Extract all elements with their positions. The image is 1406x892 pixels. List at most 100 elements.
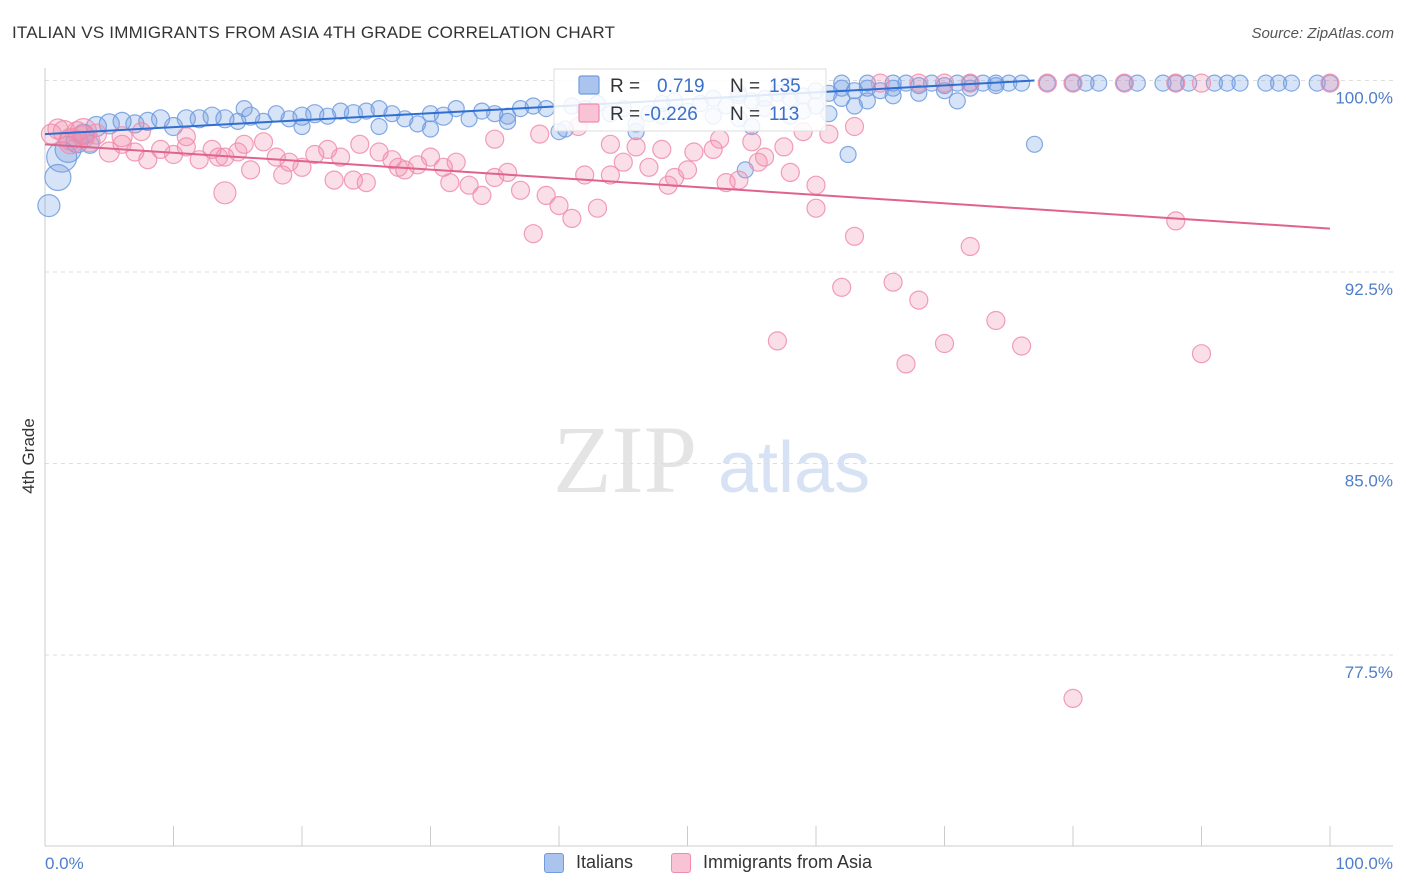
- x-axis-ticks: [44, 826, 1331, 846]
- x-tick-label-min: 0.0%: [45, 854, 84, 873]
- point-asia-88: [485, 129, 505, 149]
- point-asia-60: [806, 198, 826, 218]
- point-asia-81: [213, 181, 237, 205]
- point-asia-84: [324, 170, 344, 190]
- point-italians-107: [1038, 74, 1056, 92]
- point-asia-82: [234, 134, 254, 154]
- point-asia-71: [832, 277, 852, 297]
- point-asia-30: [382, 150, 402, 170]
- legend-label-italians: Italians: [576, 852, 634, 872]
- point-italians-24: [305, 104, 325, 124]
- point-asia-40: [510, 180, 531, 200]
- point-asia-8: [98, 141, 120, 163]
- point-asia-35: [446, 152, 466, 172]
- point-italians-117: [1308, 74, 1326, 92]
- point-asia-53: [677, 160, 698, 180]
- stats-n-label-italians: N =: [730, 76, 760, 97]
- point-italians-28: [357, 102, 375, 120]
- point-asia-104: [1037, 73, 1057, 93]
- point-asia-101: [909, 73, 929, 93]
- point-asia-78: [131, 122, 151, 142]
- point-asia-43: [549, 196, 569, 216]
- point-italians-100: [858, 74, 877, 92]
- point-asia-20: [253, 132, 274, 152]
- point-asia-14: [176, 137, 196, 157]
- stats-n-value-asia: 113: [769, 104, 799, 125]
- chart-legend: Italians Immigrants from Asia: [0, 852, 1406, 878]
- point-asia-94: [709, 129, 730, 149]
- point-italians-108: [1077, 74, 1095, 92]
- legend-swatch-italians: [544, 852, 564, 873]
- stats-r-label-italians: R =: [610, 76, 640, 97]
- point-asia-41: [523, 224, 543, 244]
- point-asia-62: [883, 272, 903, 292]
- point-italians-112: [1180, 74, 1198, 92]
- point-asia-83: [273, 165, 293, 185]
- point-asia-48: [613, 152, 633, 172]
- point-italians-128: [293, 117, 311, 136]
- point-asia-108: [1191, 73, 1212, 93]
- point-asia-67: [1011, 336, 1032, 356]
- point-asia-58: [754, 147, 775, 167]
- chart-title: ITALIAN VS IMMIGRANTS FROM ASIA 4TH GRAD…: [12, 23, 616, 42]
- point-asia-19: [241, 160, 261, 180]
- y-tick-label-3: 77.5%: [1345, 663, 1393, 682]
- point-italians-127: [370, 117, 388, 136]
- point-asia-57: [742, 132, 762, 152]
- point-asia-42: [536, 185, 556, 205]
- legend-item-asia: Immigrants from Asia: [671, 852, 872, 873]
- trend-line-asia: [44, 143, 1331, 230]
- stats-r-value-asia: -0.226: [644, 104, 698, 125]
- point-asia-44: [562, 208, 582, 228]
- point-asia-59: [780, 162, 800, 182]
- point-asia-69: [1063, 688, 1083, 709]
- point-asia-49: [626, 137, 646, 157]
- point-asia-65: [960, 236, 980, 257]
- point-asia-56: [729, 170, 749, 190]
- point-italians-30: [383, 105, 401, 123]
- point-asia-63: [909, 290, 929, 310]
- point-italians-74: [1012, 74, 1031, 92]
- point-asia-70: [767, 331, 788, 351]
- point-asia-85: [350, 134, 370, 154]
- point-italians-93: [935, 82, 954, 100]
- stats-n-value-italians: 135: [769, 76, 801, 97]
- point-italians-99: [833, 74, 851, 92]
- point-asia-93: [684, 142, 704, 162]
- y-tick-label-2: 85.0%: [1345, 472, 1393, 491]
- point-asia-95: [748, 152, 768, 172]
- stats-box: R = 0.719 N = 135 R = -0.226 N = 113: [553, 68, 827, 132]
- point-asia-68: [896, 354, 916, 374]
- point-italians-77: [1167, 74, 1185, 92]
- point-italians-92: [910, 84, 928, 102]
- point-asia-39: [498, 162, 518, 182]
- point-italians-104: [948, 74, 966, 92]
- point-asia-79: [176, 127, 196, 147]
- point-italians-123: [1025, 135, 1044, 153]
- point-asia-77: [111, 126, 133, 148]
- legend-swatch-asia: [671, 852, 691, 873]
- point-asia-66: [986, 310, 1006, 331]
- y-tick-labels: 100.0% 92.5% 85.0% 77.5%: [1335, 89, 1393, 683]
- point-italians-79: [1269, 74, 1288, 92]
- point-asia-64: [934, 333, 955, 354]
- point-asia-89: [530, 124, 550, 144]
- point-italians-32: [409, 115, 427, 133]
- point-italians-78: [1218, 74, 1236, 92]
- point-asia-107: [1166, 73, 1186, 93]
- legend-item-italians: Italians: [544, 852, 633, 873]
- point-asia-23: [292, 157, 312, 177]
- point-asia-50: [639, 157, 659, 177]
- chart-source: Source: ZipAtlas.com: [1251, 25, 1394, 42]
- point-italians-113: [1205, 74, 1224, 92]
- point-italians-126: [499, 112, 517, 131]
- point-asia-46: [587, 198, 608, 218]
- point-asia-100: [870, 73, 890, 93]
- point-asia-73: [1191, 344, 1212, 364]
- point-italians-110: [1128, 74, 1146, 92]
- point-asia-105: [1063, 73, 1083, 93]
- point-italians-42: [537, 99, 555, 118]
- stats-swatch-italians: [578, 75, 600, 95]
- point-italians-114: [1231, 74, 1249, 92]
